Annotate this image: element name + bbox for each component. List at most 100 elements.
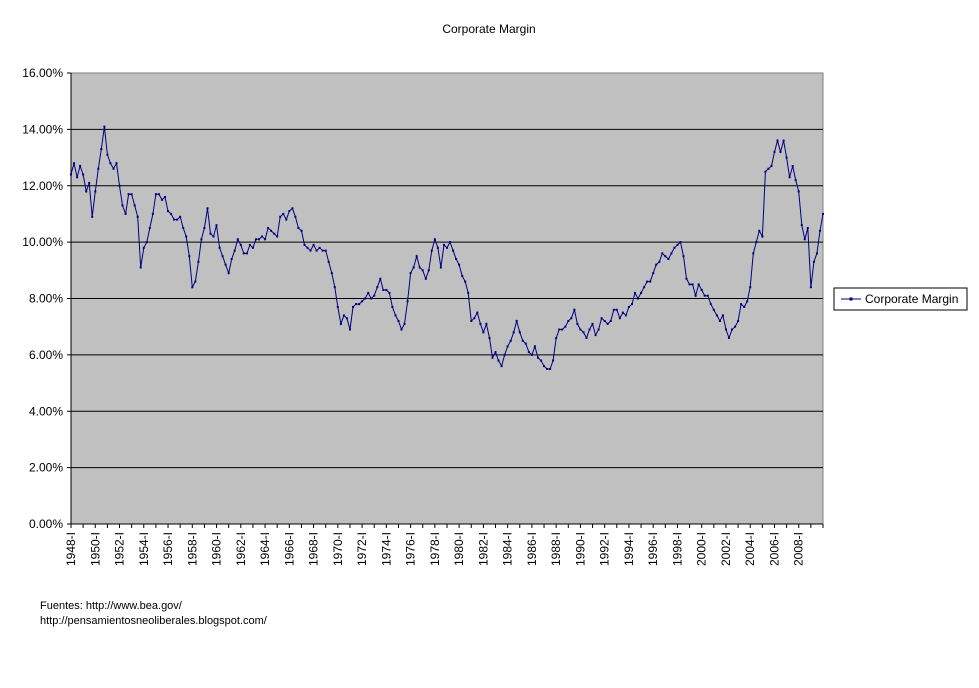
data-point — [652, 272, 655, 275]
legend-label: Corporate Margin — [865, 292, 958, 306]
data-point — [731, 328, 733, 331]
x-tick-label: 1954-I — [137, 532, 151, 566]
data-point — [676, 243, 679, 246]
data-point — [809, 286, 812, 289]
data-point — [242, 252, 245, 255]
data-point — [167, 210, 169, 213]
data-point — [782, 139, 785, 142]
data-point — [503, 353, 506, 356]
data-point — [70, 173, 72, 176]
x-tick-label: 1982-I — [476, 532, 490, 566]
data-point — [345, 317, 348, 320]
data-point — [100, 148, 103, 151]
data-point — [203, 227, 206, 229]
data-point — [394, 314, 397, 317]
data-point — [582, 331, 585, 334]
data-point — [403, 322, 406, 325]
data-point — [746, 300, 749, 303]
data-point — [815, 252, 818, 255]
data-point — [115, 162, 118, 165]
data-point — [482, 331, 485, 334]
data-point — [218, 246, 221, 249]
y-axis: 0.00% 2.00% 4.00% 6.00% 8.00% 10.00% 12.00% 14.… — [22, 66, 72, 531]
data-point — [500, 365, 503, 368]
data-point — [424, 277, 427, 280]
data-point — [382, 289, 385, 291]
y-tick-label: 6.00% — [29, 348, 63, 362]
x-tick-label: 1958-I — [185, 532, 199, 566]
x-tick-label: 1964-I — [258, 532, 272, 566]
data-point — [540, 359, 542, 362]
data-point — [797, 190, 800, 193]
x-tick-label: 1988-I — [549, 532, 563, 566]
data-point — [130, 193, 133, 196]
y-tick-label: 12.00% — [22, 179, 63, 193]
data-point — [333, 286, 336, 289]
data-point — [412, 266, 415, 269]
data-point — [706, 294, 709, 297]
data-point — [649, 280, 652, 283]
data-point — [418, 266, 421, 269]
data-point — [694, 294, 697, 297]
data-point — [446, 246, 448, 249]
data-point — [594, 334, 597, 337]
x-tick-label: 1960-I — [210, 532, 224, 566]
data-point — [443, 243, 445, 246]
data-point — [318, 246, 321, 249]
data-point — [721, 314, 724, 317]
x-tick-label: 2008-I — [792, 532, 806, 566]
data-point — [388, 291, 391, 294]
data-point — [285, 218, 288, 221]
legend-box — [833, 287, 968, 311]
data-point — [361, 300, 364, 303]
y-tick-label: 4.00% — [29, 404, 63, 418]
data-point — [233, 249, 236, 252]
data-point — [300, 229, 303, 232]
x-tick-label: 1950-I — [88, 532, 102, 566]
data-point — [161, 198, 163, 201]
data-point — [543, 365, 545, 368]
data-point — [664, 255, 667, 258]
data-point — [488, 337, 491, 339]
data-point — [527, 351, 530, 354]
x-tick-label: 2006-I — [767, 532, 781, 566]
data-point — [73, 162, 75, 165]
data-point — [764, 170, 767, 173]
x-tick-label: 1968-I — [307, 532, 321, 566]
data-point — [270, 229, 273, 232]
data-point — [640, 291, 643, 294]
data-point — [97, 167, 100, 170]
data-point — [103, 125, 106, 128]
data-point — [576, 322, 579, 325]
data-point — [185, 235, 188, 238]
x-tick-label: 1990-I — [573, 532, 587, 566]
data-point — [530, 353, 533, 356]
data-point — [397, 320, 400, 322]
data-point — [112, 167, 115, 170]
y-tick-label: 2.00% — [29, 461, 63, 475]
data-point — [776, 139, 779, 142]
y-tick-label: 0.00% — [29, 517, 63, 531]
data-point — [291, 207, 294, 210]
data-point — [364, 297, 367, 300]
data-point — [173, 218, 176, 221]
data-point — [673, 246, 676, 249]
data-point — [606, 322, 609, 325]
data-point — [725, 328, 727, 331]
data-point — [239, 243, 242, 246]
data-point — [655, 263, 658, 266]
data-point — [324, 249, 327, 252]
data-point — [358, 303, 361, 306]
data-point — [118, 184, 121, 187]
data-point — [667, 258, 670, 260]
data-point — [524, 342, 527, 345]
data-point — [609, 320, 612, 322]
data-point — [267, 227, 270, 229]
data-point — [342, 314, 345, 317]
x-tick-label: 1996-I — [646, 532, 660, 566]
data-point — [221, 255, 224, 258]
data-point — [294, 215, 297, 218]
data-point — [336, 306, 339, 308]
data-point — [261, 235, 263, 238]
data-point — [533, 345, 536, 348]
